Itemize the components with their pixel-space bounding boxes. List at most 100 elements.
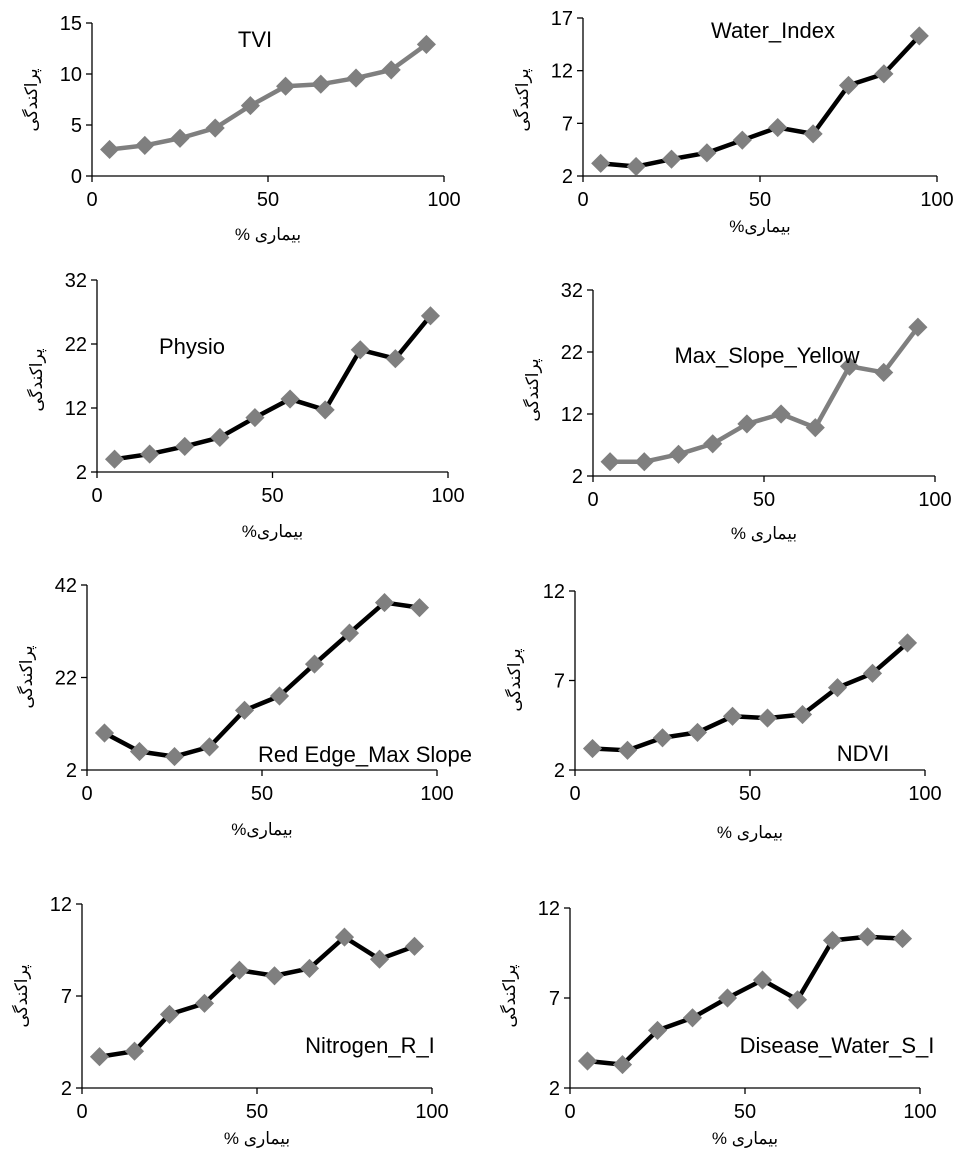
data-point-marker <box>582 738 603 759</box>
x-tick-label: 50 <box>246 1101 268 1123</box>
y-tick-label: 7 <box>562 113 573 135</box>
y-tick-label: 2 <box>562 166 573 188</box>
data-point-marker <box>369 949 390 969</box>
data-point-marker <box>862 663 883 683</box>
data-point-marker <box>205 118 225 138</box>
data-point-marker <box>617 740 638 760</box>
series-line <box>99 934 416 1059</box>
y-tick-label: 2 <box>61 1078 72 1100</box>
data-point-marker <box>722 706 743 726</box>
data-point-marker <box>591 153 611 173</box>
data-point-marker <box>838 75 859 95</box>
data-point-marker <box>299 958 320 978</box>
x-tick-label: 0 <box>569 783 580 805</box>
data-point-marker <box>892 929 913 949</box>
x-tick-label: 0 <box>587 489 598 511</box>
x-tick-label: 100 <box>431 485 464 507</box>
data-point-marker <box>717 988 738 1008</box>
data-point-marker <box>240 96 260 116</box>
chart-title: Physio <box>159 334 225 359</box>
data-point-marker <box>170 128 190 148</box>
data-point-marker <box>874 64 894 84</box>
series-line <box>610 325 920 464</box>
data-point-marker <box>697 143 717 163</box>
y-tick-label: 2 <box>572 466 583 488</box>
data-point-marker <box>612 1055 633 1075</box>
x-tick-label: 0 <box>76 1101 87 1123</box>
data-point-marker <box>199 737 220 757</box>
y-tick-label: 42 <box>55 575 77 597</box>
x-tick-label: 100 <box>420 783 453 805</box>
y-tick-label: 2 <box>549 1078 560 1100</box>
y-tick-label: 5 <box>71 115 82 137</box>
data-point-marker <box>210 427 230 448</box>
chart-panel-3: 2 12 22 32 0 50 100 Physio بیماری% پراکندگی <box>26 270 465 541</box>
x-tick-label: 0 <box>86 189 97 211</box>
y-tick-label: 12 <box>50 894 72 916</box>
y-axis-label: پراکندگی <box>16 645 37 709</box>
y-tick-label: 10 <box>60 64 82 86</box>
data-point-marker <box>577 1051 598 1071</box>
data-point-marker <box>839 356 860 376</box>
y-tick-label: 12 <box>543 581 565 603</box>
data-point-marker <box>792 704 813 725</box>
data-point-marker <box>374 593 395 613</box>
series-line <box>109 42 428 152</box>
data-point-marker <box>194 993 215 1013</box>
y-tick-label: 2 <box>66 760 77 782</box>
chart-panel-1: 0 5 10 15 0 50 100 TVI بیماری % پراکندگی <box>21 13 461 244</box>
chart-panel-6: 2 7 12 0 50 100 NDVI بیماری % پراکندگی <box>504 581 942 842</box>
data-point-marker <box>757 708 778 728</box>
x-tick-label: 0 <box>91 485 102 507</box>
x-axis-label: بیماری % <box>712 1129 778 1148</box>
data-point-marker <box>135 135 155 155</box>
data-point-marker <box>897 633 918 653</box>
chart-panel-2: 2 7 12 17 0 50 100 Water_Index بیماری% پراکندگی <box>512 8 954 236</box>
data-point-marker <box>822 930 843 950</box>
data-point-marker <box>771 404 791 424</box>
y-tick-label: 22 <box>55 668 77 690</box>
series-line <box>587 934 903 1067</box>
data-point-marker <box>94 723 115 743</box>
y-axis-label: پراکندگی <box>522 358 543 422</box>
y-tick-label: 22 <box>561 342 583 364</box>
x-tick-label: 0 <box>564 1101 575 1123</box>
y-tick-label: 12 <box>538 898 560 920</box>
data-point-marker <box>668 444 689 464</box>
data-point-marker <box>600 452 620 472</box>
data-point-marker <box>339 623 360 643</box>
y-axis-label: پراکندگی <box>499 964 520 1028</box>
chart-title: NDVI <box>837 741 890 766</box>
x-tick-label: 50 <box>257 189 279 211</box>
y-tick-label: 32 <box>561 280 583 302</box>
x-axis-label: بیماری % <box>235 225 301 244</box>
data-point-marker <box>634 452 654 472</box>
y-tick-label: 7 <box>554 671 565 693</box>
data-point-marker <box>732 130 752 150</box>
y-tick-label: 12 <box>551 61 573 83</box>
x-tick-label: 50 <box>261 485 283 507</box>
y-axis-label: پراکندگی <box>11 964 32 1028</box>
data-point-marker <box>350 340 370 360</box>
data-point-marker <box>416 34 436 54</box>
data-point-marker <box>315 400 335 420</box>
data-point-marker <box>385 349 405 369</box>
chart-panel-7: 2 7 12 0 50 100 Nitrogen_R_I بیماری % پراکندگی <box>11 894 449 1148</box>
data-point-marker <box>104 449 125 469</box>
chart-title: Max_Slope_Yellow <box>674 343 859 368</box>
y-tick-label: 0 <box>71 166 82 188</box>
data-point-marker <box>661 149 682 169</box>
y-axis-label: پراکندگی <box>512 68 533 132</box>
x-tick-label: 100 <box>903 1101 936 1123</box>
data-point-marker <box>909 26 929 46</box>
data-point-marker <box>703 434 723 454</box>
x-tick-label: 0 <box>81 783 92 805</box>
chart-title: Disease_Water_S_I <box>740 1033 935 1058</box>
y-tick-label: 7 <box>549 988 560 1010</box>
y-tick-label: 22 <box>65 334 87 356</box>
x-axis-label: بیماری % <box>224 1129 290 1148</box>
chart-panel-8: 2 7 12 0 50 100 Disease_Water_S_I بیماری % پراکن… <box>499 898 937 1148</box>
y-tick-label: 7 <box>61 986 72 1008</box>
x-axis-label: بیماری% <box>231 820 293 839</box>
